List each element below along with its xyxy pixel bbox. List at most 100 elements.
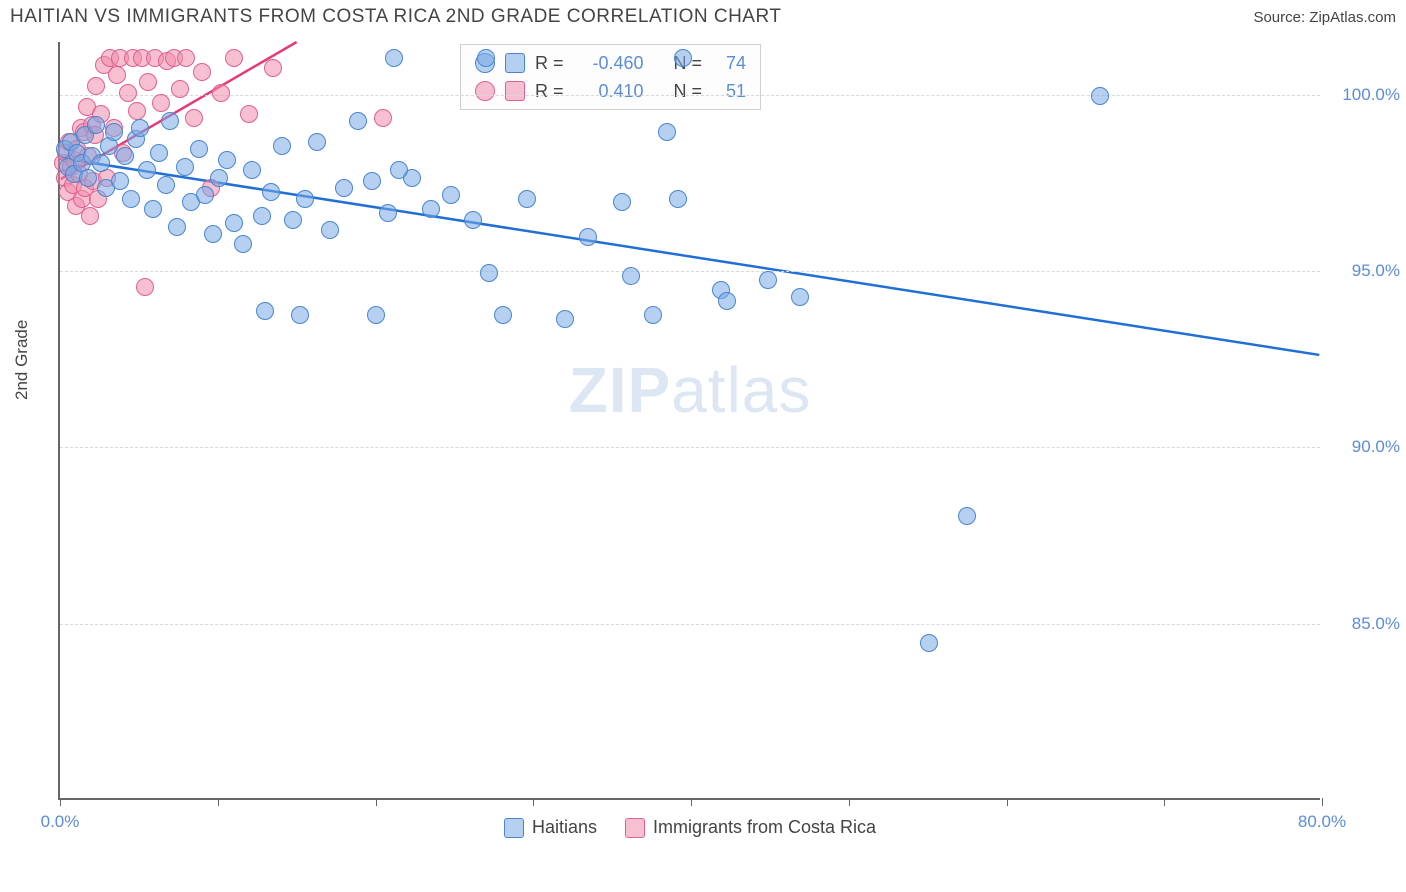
xtick xyxy=(1322,798,1323,806)
scatter-point-costarica xyxy=(185,109,203,127)
ytick-label: 90.0% xyxy=(1352,437,1400,457)
scatter-point-haitians xyxy=(138,161,156,179)
scatter-point-haitians xyxy=(190,140,208,158)
legend-label: Haitians xyxy=(532,817,597,838)
scatter-point-haitians xyxy=(363,172,381,190)
scatter-point-haitians xyxy=(422,200,440,218)
circle-icon xyxy=(475,81,495,101)
scatter-point-haitians xyxy=(291,306,309,324)
scatter-point-haitians xyxy=(379,204,397,222)
y-axis-label: 2nd Grade xyxy=(12,320,32,400)
stats-row-haitians: R = -0.460 N = 74 xyxy=(475,49,746,77)
r-value-costarica: 0.410 xyxy=(574,77,644,105)
scatter-point-haitians xyxy=(161,112,179,130)
xtick-label: 0.0% xyxy=(41,812,80,832)
xtick xyxy=(691,798,692,806)
scatter-point-haitians xyxy=(243,161,261,179)
scatter-point-haitians xyxy=(644,306,662,324)
scatter-point-costarica xyxy=(119,84,137,102)
scatter-point-haitians xyxy=(480,264,498,282)
scatter-point-haitians xyxy=(225,214,243,232)
scatter-point-haitians xyxy=(234,235,252,253)
square-icon xyxy=(505,53,525,73)
ytick-label: 100.0% xyxy=(1342,85,1400,105)
scatter-point-costarica xyxy=(212,84,230,102)
scatter-point-haitians xyxy=(518,190,536,208)
scatter-point-haitians xyxy=(150,144,168,162)
scatter-point-haitians xyxy=(658,123,676,141)
scatter-point-haitians xyxy=(390,161,408,179)
scatter-point-haitians xyxy=(494,306,512,324)
scatter-point-haitians xyxy=(367,306,385,324)
scatter-point-haitians xyxy=(144,200,162,218)
watermark-zip: ZIP xyxy=(569,354,672,426)
scatter-point-costarica xyxy=(136,278,154,296)
scatter-point-costarica xyxy=(225,49,243,67)
scatter-point-haitians xyxy=(157,176,175,194)
scatter-point-haitians xyxy=(87,116,105,134)
scatter-point-haitians xyxy=(92,154,110,172)
scatter-point-haitians xyxy=(442,186,460,204)
scatter-point-costarica xyxy=(139,73,157,91)
scatter-point-haitians xyxy=(958,507,976,525)
scatter-point-haitians xyxy=(168,218,186,236)
xtick xyxy=(533,798,534,806)
regression-line-haitians xyxy=(61,158,1320,355)
xtick xyxy=(218,798,219,806)
xtick xyxy=(376,798,377,806)
gridline xyxy=(60,95,1320,96)
scatter-point-costarica xyxy=(152,94,170,112)
scatter-point-haitians xyxy=(759,271,777,289)
chart-plot-area: ZIPatlas R = -0.460 N = 74 R = 0.410 N =… xyxy=(58,42,1320,800)
scatter-point-haitians xyxy=(308,133,326,151)
ytick-label: 85.0% xyxy=(1352,614,1400,634)
scatter-point-haitians xyxy=(321,221,339,239)
legend-item-costarica: Immigrants from Costa Rica xyxy=(625,817,876,838)
scatter-point-haitians xyxy=(284,211,302,229)
scatter-point-haitians xyxy=(253,207,271,225)
scatter-point-costarica xyxy=(108,66,126,84)
scatter-point-haitians xyxy=(1091,87,1109,105)
scatter-point-haitians xyxy=(579,228,597,246)
scatter-point-haitians xyxy=(464,211,482,229)
scatter-point-haitians xyxy=(204,225,222,243)
scatter-point-costarica xyxy=(264,59,282,77)
xtick xyxy=(849,798,850,806)
gridline xyxy=(60,624,1320,625)
square-icon xyxy=(505,81,525,101)
scatter-point-haitians xyxy=(296,190,314,208)
scatter-point-haitians xyxy=(613,193,631,211)
scatter-point-haitians xyxy=(122,190,140,208)
scatter-point-haitians xyxy=(920,634,938,652)
scatter-point-haitians xyxy=(79,169,97,187)
scatter-point-costarica xyxy=(128,102,146,120)
scatter-point-haitians xyxy=(176,158,194,176)
scatter-point-haitians xyxy=(622,267,640,285)
square-icon xyxy=(625,818,645,838)
chart-title: HAITIAN VS IMMIGRANTS FROM COSTA RICA 2N… xyxy=(10,6,781,28)
scatter-point-haitians xyxy=(669,190,687,208)
scatter-point-costarica xyxy=(81,207,99,225)
n-label: N = xyxy=(674,77,703,105)
scatter-point-haitians xyxy=(218,151,236,169)
scatter-point-costarica xyxy=(177,49,195,67)
gridline xyxy=(60,447,1320,448)
regression-lines-layer xyxy=(60,42,1320,798)
n-value-haitians: 74 xyxy=(712,49,746,77)
scatter-point-costarica xyxy=(193,63,211,81)
r-label: R = xyxy=(535,49,564,77)
scatter-point-haitians xyxy=(349,112,367,130)
scatter-point-haitians xyxy=(791,288,809,306)
bottom-legend: Haitians Immigrants from Costa Rica xyxy=(60,817,1320,838)
gridline xyxy=(60,271,1320,272)
n-value-costarica: 51 xyxy=(712,77,746,105)
scatter-point-haitians xyxy=(477,49,495,67)
source-label: Source: ZipAtlas.com xyxy=(1253,9,1396,26)
r-label: R = xyxy=(535,77,564,105)
xtick xyxy=(1007,798,1008,806)
scatter-point-costarica xyxy=(171,80,189,98)
scatter-point-costarica xyxy=(240,105,258,123)
scatter-point-haitians xyxy=(196,186,214,204)
scatter-point-haitians xyxy=(674,49,692,67)
legend-item-haitians: Haitians xyxy=(504,817,597,838)
